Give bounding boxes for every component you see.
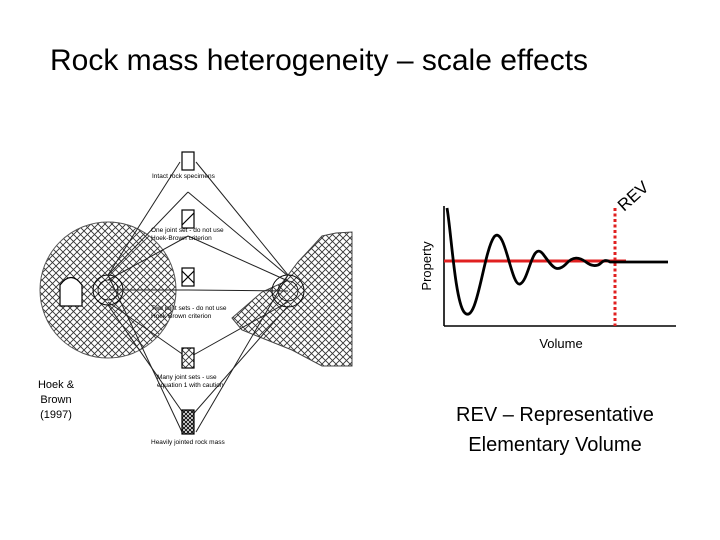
- label-many-joint-2: equation 1 with caution: [157, 382, 224, 389]
- label-many-joint-1: Many joint sets - use: [157, 374, 217, 381]
- hoek-brown-diagram: Intact rock specimens One joint set - do…: [39, 151, 353, 446]
- citation-line-3: (1997): [40, 409, 72, 421]
- y-axis-label: Property: [419, 241, 434, 291]
- slide-title: Rock mass heterogeneity – scale effects: [50, 44, 589, 77]
- citation-line-1: Hoek &: [37, 379, 75, 391]
- rev-definition-line-2: Elementary Volume: [468, 434, 642, 456]
- figure-citation: Hoek & Brown (1997): [34, 378, 78, 423]
- one-joint-specimen: [181, 209, 195, 229]
- rev-chart: REV Property Volume: [419, 177, 676, 351]
- rev-definition: REV – Representative Elementary Volume: [430, 400, 680, 460]
- label-one-joint-1: One joint set - do not use: [151, 227, 224, 234]
- label-two-joint-1: Two joint sets - do not use: [151, 305, 227, 312]
- label-intact: Intact rock specimens: [152, 173, 216, 180]
- many-joint-specimen: [181, 347, 195, 369]
- label-two-joint-2: Hoek Brown criterion: [151, 313, 212, 320]
- scale-envelope-lines: [107, 161, 289, 433]
- two-joint-specimen: [181, 267, 195, 287]
- rev-definition-line-1: REV – Representative: [456, 404, 654, 426]
- rev-chart-label: REV: [614, 177, 653, 215]
- heavily-jointed-specimen: [181, 409, 195, 435]
- right-rock-slope: [231, 231, 353, 367]
- label-heavily-jointed: Heavily jointed rock mass: [151, 439, 225, 446]
- property-curve: [445, 207, 668, 316]
- x-axis-label: Volume: [539, 336, 582, 351]
- tunnel-opening: [59, 276, 83, 307]
- label-one-joint-2: Hoek-Brown criterion: [151, 235, 212, 242]
- citation-line-2: Brown: [40, 394, 72, 406]
- intact-specimen: [181, 151, 195, 171]
